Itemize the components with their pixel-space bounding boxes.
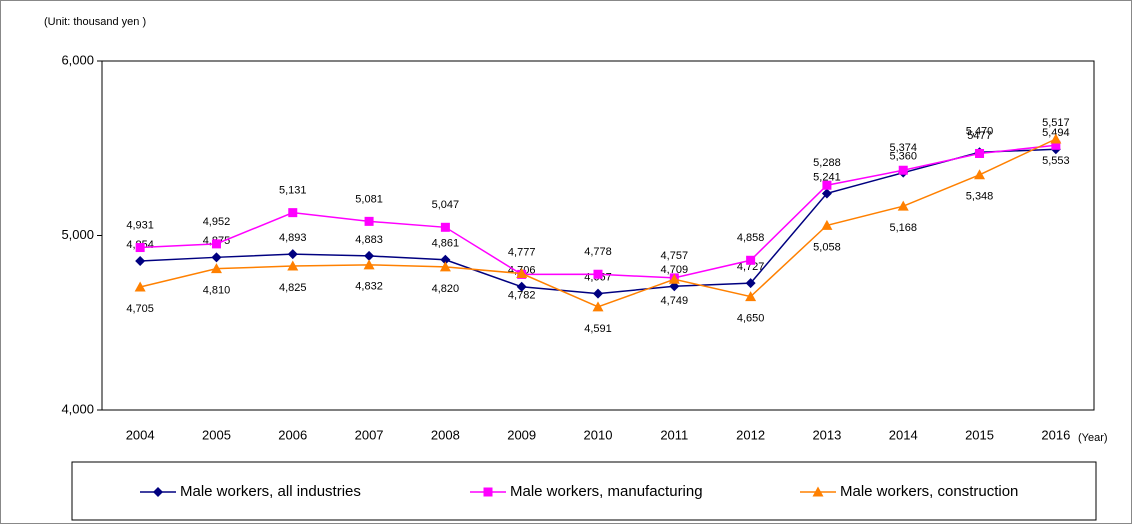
y-tick-label: 5,000	[61, 227, 94, 242]
data-label: 5,517	[1042, 117, 1070, 129]
x-tick-label: 2006	[278, 427, 307, 442]
legend-marker	[483, 487, 493, 497]
data-point	[592, 301, 604, 312]
x-tick-label: 2013	[812, 427, 841, 442]
legend-box	[71, 461, 1097, 521]
data-label: 5,288	[813, 157, 841, 169]
data-point	[745, 278, 756, 289]
x-tick-label: 2009	[507, 427, 536, 442]
data-label: 4,883	[355, 234, 383, 246]
data-point	[287, 260, 299, 271]
data-label: 4,931	[126, 219, 154, 231]
data-point	[288, 208, 298, 218]
data-label: 5,470	[966, 125, 994, 137]
data-label: 5,047	[432, 199, 460, 211]
data-point	[134, 281, 146, 292]
data-label: 5,374	[889, 142, 917, 154]
data-point	[364, 216, 374, 226]
data-label: 4,820	[432, 283, 460, 295]
data-label: 4,858	[737, 232, 765, 244]
data-label: 5,348	[966, 191, 994, 203]
data-label: 5,058	[813, 241, 841, 253]
data-point	[898, 165, 908, 175]
data-label: 4,893	[279, 232, 307, 244]
data-label: 4,749	[661, 295, 689, 307]
data-point	[746, 255, 756, 265]
x-tick-label: 2004	[126, 427, 155, 442]
data-point	[440, 222, 450, 232]
data-label: 4,727	[737, 261, 765, 273]
data-point	[897, 200, 909, 211]
data-label: 4,782	[508, 289, 536, 301]
x-tick-label: 2008	[431, 427, 460, 442]
x-axis-label: (Year)	[1078, 432, 1108, 444]
data-label: 4,952	[203, 216, 231, 228]
y-tick-label: 6,000	[61, 52, 94, 67]
data-label: 5,360	[889, 151, 917, 163]
data-label: 4,825	[279, 282, 307, 294]
data-label: 4,591	[584, 323, 612, 335]
data-label: 5,131	[279, 185, 307, 197]
data-point	[1050, 133, 1062, 144]
data-point	[668, 273, 680, 284]
data-point	[975, 148, 985, 158]
data-point	[211, 252, 222, 263]
data-label: 5,081	[355, 193, 383, 205]
legend-label: Male workers, all industries	[180, 483, 361, 500]
legend-marker	[812, 486, 824, 497]
x-tick-label: 2010	[584, 427, 613, 442]
data-label: 4,810	[203, 285, 231, 297]
legend-label: Male workers, construction	[840, 483, 1018, 500]
x-tick-label: 2011	[660, 427, 688, 442]
data-point	[135, 255, 146, 266]
data-point	[364, 250, 375, 261]
data-label: 5477	[967, 130, 991, 142]
data-point	[593, 269, 603, 279]
data-label: 4,777	[508, 246, 536, 258]
data-point	[593, 288, 603, 299]
data-label: 4,861	[432, 238, 460, 250]
x-tick-label: 2015	[965, 427, 994, 442]
legend-label: Male workers, manufacturing	[510, 483, 703, 500]
data-label: 4,650	[737, 312, 765, 324]
data-label: 4,705	[126, 303, 154, 315]
x-tick-label: 2007	[355, 427, 384, 442]
data-label: 4,832	[355, 281, 383, 293]
data-label: 5,241	[813, 171, 841, 183]
data-label: 4,709	[661, 264, 689, 276]
data-point	[363, 259, 375, 270]
data-point	[439, 261, 451, 272]
data-label: 4,778	[584, 246, 612, 258]
data-point	[135, 243, 145, 253]
data-point	[516, 281, 527, 292]
data-point	[822, 180, 832, 190]
x-tick-label: 2014	[889, 427, 918, 442]
data-point	[440, 254, 451, 265]
data-label: 5,168	[889, 222, 917, 234]
data-point	[745, 291, 757, 302]
data-label: 4,757	[661, 250, 689, 262]
x-tick-label: 2005	[202, 427, 231, 442]
y-tick-label: 4,000	[61, 401, 94, 416]
data-point	[821, 219, 833, 230]
data-point	[211, 239, 221, 249]
data-point	[210, 263, 222, 274]
data-point	[516, 268, 528, 279]
data-point	[1051, 140, 1061, 150]
data-label: 5,553	[1042, 155, 1070, 167]
data-point	[821, 188, 832, 199]
data-point	[287, 249, 298, 260]
unit-label: (Unit: thousand yen )	[44, 16, 146, 28]
x-tick-label: 2012	[736, 427, 765, 442]
legend-marker	[153, 487, 163, 497]
data-point	[974, 169, 986, 180]
x-tick-label: 2016	[1041, 427, 1070, 442]
data-label: 5,494	[1042, 127, 1070, 139]
